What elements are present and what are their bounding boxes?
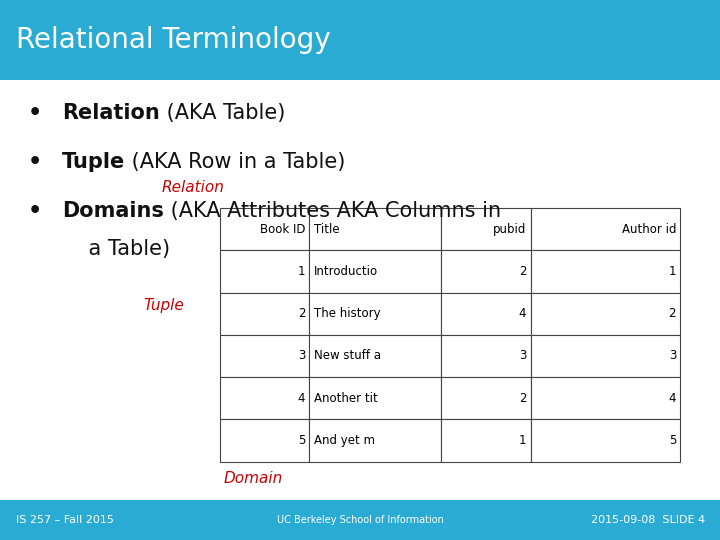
Text: •: • <box>27 152 42 172</box>
Bar <box>220 335 310 377</box>
Text: Tuple: Tuple <box>62 152 125 172</box>
Bar <box>441 293 531 335</box>
Text: pubid: pubid <box>493 222 526 235</box>
Text: IS 257 – Fall 2015: IS 257 – Fall 2015 <box>16 515 114 525</box>
Bar <box>441 250 531 293</box>
Bar <box>441 208 531 250</box>
Text: And yet m: And yet m <box>314 434 375 447</box>
Bar <box>441 377 531 420</box>
Text: 4: 4 <box>519 307 526 320</box>
Text: 2: 2 <box>519 392 526 405</box>
Text: Relation: Relation <box>62 103 160 124</box>
Text: Book ID: Book ID <box>260 222 305 235</box>
Text: 4: 4 <box>669 392 676 405</box>
Bar <box>220 208 310 250</box>
Text: UC Berkeley School of Information: UC Berkeley School of Information <box>276 515 444 525</box>
Text: 3: 3 <box>669 349 676 362</box>
Bar <box>531 208 680 250</box>
Text: Relation: Relation <box>162 180 225 195</box>
Bar <box>310 250 441 293</box>
Text: Title: Title <box>314 222 339 235</box>
Text: Another tit: Another tit <box>314 392 377 405</box>
Text: Author id: Author id <box>621 222 676 235</box>
Text: a Table): a Table) <box>62 239 170 260</box>
Text: 1: 1 <box>669 265 676 278</box>
Bar <box>310 420 441 462</box>
Text: 4: 4 <box>297 392 305 405</box>
Bar <box>220 420 310 462</box>
Text: 5: 5 <box>298 434 305 447</box>
Text: (AKA Table): (AKA Table) <box>160 103 285 124</box>
Text: Domain: Domain <box>223 471 282 487</box>
Bar <box>220 250 310 293</box>
Text: •: • <box>27 200 42 221</box>
Bar <box>310 335 441 377</box>
Bar <box>531 293 680 335</box>
Text: •: • <box>27 103 42 124</box>
Bar <box>441 335 531 377</box>
Text: The history: The history <box>314 307 380 320</box>
Text: New stuff a: New stuff a <box>314 349 381 362</box>
Bar <box>531 377 680 420</box>
Text: 5: 5 <box>669 434 676 447</box>
Text: Domains: Domains <box>62 200 163 221</box>
Bar <box>310 293 441 335</box>
Text: 3: 3 <box>298 349 305 362</box>
Text: 1: 1 <box>519 434 526 447</box>
Text: 2: 2 <box>519 265 526 278</box>
Bar <box>220 293 310 335</box>
Text: Tuple: Tuple <box>143 298 184 313</box>
Text: 3: 3 <box>519 349 526 362</box>
Text: Introductio: Introductio <box>314 265 378 278</box>
Text: 1: 1 <box>297 265 305 278</box>
Bar <box>310 208 441 250</box>
Text: (AKA Row in a Table): (AKA Row in a Table) <box>125 152 346 172</box>
Text: Relational Terminology: Relational Terminology <box>16 26 330 54</box>
Text: 2015-09-08  SLIDE 4: 2015-09-08 SLIDE 4 <box>591 515 706 525</box>
Bar <box>531 250 680 293</box>
Bar <box>531 335 680 377</box>
Bar <box>0 0 720 80</box>
Bar <box>441 420 531 462</box>
Text: (AKA Attributes AKA Columns in: (AKA Attributes AKA Columns in <box>163 200 501 221</box>
Text: 2: 2 <box>297 307 305 320</box>
Bar <box>0 500 720 540</box>
Bar <box>310 377 441 420</box>
Bar <box>531 420 680 462</box>
Text: 2: 2 <box>669 307 676 320</box>
Bar <box>220 377 310 420</box>
